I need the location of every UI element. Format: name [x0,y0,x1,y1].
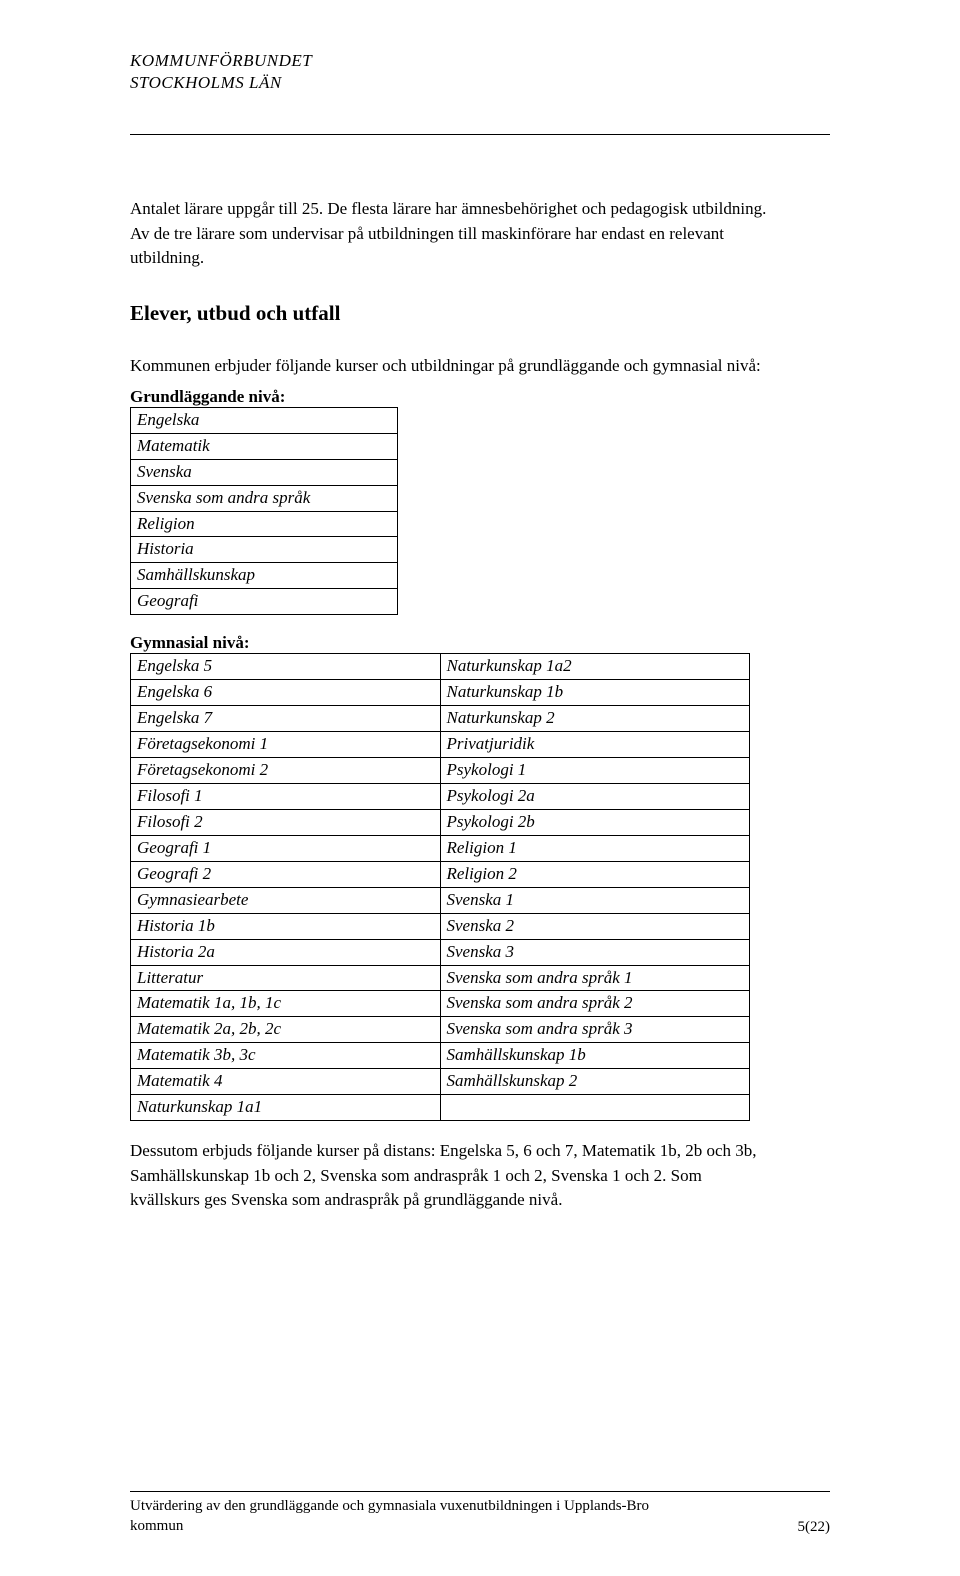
table-cell: Samhällskunskap 2 [440,1069,750,1095]
table-row: Engelska [131,407,398,433]
table-cell: Historia 1b [131,913,441,939]
grund-table: EngelskaMatematikSvenskaSvenska som andr… [130,407,398,616]
footer-divider [130,1491,830,1492]
table-cell: Matematik 1a, 1b, 1c [131,991,441,1017]
table-cell: Engelska [131,407,398,433]
footer-line2: kommun [130,1516,183,1536]
table-cell: Matematik 2a, 2b, 2c [131,1017,441,1043]
table-cell: Engelska 5 [131,654,441,680]
table-cell: Litteratur [131,965,441,991]
table-row: Matematik 1a, 1b, 1cSvenska som andra sp… [131,991,750,1017]
table-row: Geografi 2Religion 2 [131,861,750,887]
footer-line1: Utvärdering av den grundläggande och gym… [130,1496,830,1516]
table-cell: Engelska 7 [131,706,441,732]
table-row: Geografi 1Religion 1 [131,835,750,861]
table-cell: Gymnasiearbete [131,887,441,913]
org-line2: STOCKHOLMS LÄN [130,72,830,94]
gymn-table: Engelska 5Naturkunskap 1a2Engelska 6Natu… [130,653,750,1121]
table-row: Svenska [131,459,398,485]
table-cell: Svenska som andra språk 2 [440,991,750,1017]
table-cell: Svenska [131,459,398,485]
table-cell: Matematik [131,433,398,459]
table-row: Företagsekonomi 1Privatjuridik [131,732,750,758]
footer: Utvärdering av den grundläggande och gym… [130,1491,830,1537]
table-cell: Svenska som andra språk 1 [440,965,750,991]
table-cell: Företagsekonomi 1 [131,732,441,758]
table-cell: Naturkunskap 1b [440,680,750,706]
table-row: Historia [131,537,398,563]
table-cell: Privatjuridik [440,732,750,758]
table-row: Företagsekonomi 2Psykologi 1 [131,758,750,784]
table-cell: Filosofi 2 [131,809,441,835]
table-cell: Psykologi 2b [440,809,750,835]
table-row: LitteraturSvenska som andra språk 1 [131,965,750,991]
table-row: Historia 1bSvenska 2 [131,913,750,939]
table-cell [440,1095,750,1121]
table-cell: Matematik 4 [131,1069,441,1095]
table-cell: Geografi 2 [131,861,441,887]
table-cell: Svenska 2 [440,913,750,939]
table-row: Matematik 4Samhällskunskap 2 [131,1069,750,1095]
grund-heading: Grundläggande nivå: [130,387,830,407]
table-row: Historia 2aSvenska 3 [131,939,750,965]
table-cell: Religion 1 [440,835,750,861]
table-cell: Naturkunskap 1a1 [131,1095,441,1121]
table-row: Matematik [131,433,398,459]
org-header: KOMMUNFÖRBUNDET STOCKHOLMS LÄN [130,50,830,94]
table-cell: Psykologi 2a [440,783,750,809]
table-cell: Psykologi 1 [440,758,750,784]
table-row: Engelska 6Naturkunskap 1b [131,680,750,706]
table-cell: Religion [131,511,398,537]
table-cell: Naturkunskap 2 [440,706,750,732]
table-cell: Historia [131,537,398,563]
table-cell: Svenska 3 [440,939,750,965]
table-cell: Svenska som andra språk [131,485,398,511]
table-row: Matematik 3b, 3cSamhällskunskap 1b [131,1043,750,1069]
paragraph-intro: Antalet lärare uppgår till 25. De flesta… [130,197,770,271]
table-row: Samhällskunskap [131,563,398,589]
gymn-heading: Gymnasial nivå: [130,633,830,653]
org-line1: KOMMUNFÖRBUNDET [130,50,830,72]
table-cell: Geografi [131,589,398,615]
section-heading: Elever, utbud och utfall [130,301,830,326]
table-row: Engelska 5Naturkunskap 1a2 [131,654,750,680]
table-cell: Svenska som andra språk 3 [440,1017,750,1043]
paragraph-distans: Dessutom erbjuds följande kurser på dist… [130,1139,770,1213]
page: KOMMUNFÖRBUNDET STOCKHOLMS LÄN Antalet l… [0,0,960,1576]
table-cell: Samhällskunskap [131,563,398,589]
table-cell: Filosofi 1 [131,783,441,809]
table-cell: Företagsekonomi 2 [131,758,441,784]
table-cell: Engelska 6 [131,680,441,706]
table-row: Svenska som andra språk [131,485,398,511]
table-row: Filosofi 1Psykologi 2a [131,783,750,809]
table-cell: Samhällskunskap 1b [440,1043,750,1069]
paragraph-kurser: Kommunen erbjuder följande kurser och ut… [130,354,770,379]
table-cell: Naturkunskap 1a2 [440,654,750,680]
table-cell: Geografi 1 [131,835,441,861]
table-cell: Historia 2a [131,939,441,965]
table-row: Filosofi 2Psykologi 2b [131,809,750,835]
header-divider [130,134,830,135]
table-cell: Religion 2 [440,861,750,887]
table-cell: Matematik 3b, 3c [131,1043,441,1069]
table-row: Matematik 2a, 2b, 2cSvenska som andra sp… [131,1017,750,1043]
table-row: Geografi [131,589,398,615]
table-row: GymnasiearbeteSvenska 1 [131,887,750,913]
table-cell: Svenska 1 [440,887,750,913]
page-number: 5(22) [778,1519,831,1536]
table-row: Engelska 7Naturkunskap 2 [131,706,750,732]
table-row: Naturkunskap 1a1 [131,1095,750,1121]
table-row: Religion [131,511,398,537]
